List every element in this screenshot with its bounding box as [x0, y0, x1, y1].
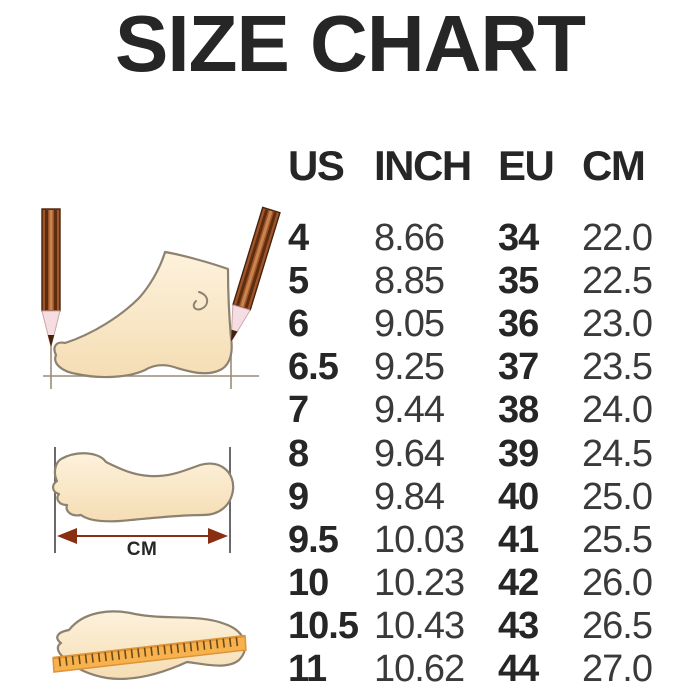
- cell-us: 11: [288, 648, 327, 691]
- cell-cm: 24.0: [582, 389, 653, 432]
- cell-inch: 9.64: [374, 432, 445, 475]
- cell-us: 5: [288, 259, 309, 302]
- cell-inch: 9.84: [374, 475, 445, 518]
- footprint-length-illustration: CM: [52, 447, 235, 560]
- cell-cm: 25.0: [582, 475, 653, 518]
- cell-eu: 39: [498, 432, 539, 475]
- table-row: 9.5 10.03 41 25.5: [282, 518, 676, 561]
- cell-eu: 42: [498, 562, 539, 605]
- table-row: 6.5 9.25 37 23.5: [282, 346, 676, 389]
- header-cm: CM: [582, 142, 646, 189]
- cell-us: 8: [288, 432, 309, 475]
- cell-cm: 25.5: [582, 518, 653, 561]
- cell-cm: 22.0: [582, 216, 653, 259]
- table-row: 4 8.66 34 22.0: [282, 216, 676, 259]
- foot-measure-illustration: [41, 206, 281, 389]
- table-row: 9 9.84 40 25.0: [282, 475, 676, 518]
- cell-cm: 27.0: [582, 648, 653, 691]
- table-row: 5 8.85 35 22.5: [282, 259, 676, 302]
- table-row: 7 9.44 38 24.0: [282, 389, 676, 432]
- arrowhead-right-icon: [208, 528, 228, 544]
- cell-eu: 41: [498, 518, 539, 561]
- cell-eu: 44: [498, 648, 539, 691]
- cell-inch: 10.43: [374, 605, 465, 648]
- cell-inch: 8.66: [374, 216, 445, 259]
- cell-cm: 24.5: [582, 432, 653, 475]
- cell-inch: 8.85: [374, 259, 445, 302]
- cell-us: 10: [288, 562, 329, 605]
- cell-us: 6.5: [288, 346, 339, 389]
- cm-unit-label: CM: [127, 539, 158, 560]
- cell-us: 6: [288, 302, 309, 345]
- header-us: US: [288, 142, 345, 189]
- cell-inch: 10.62: [374, 648, 465, 691]
- cell-inch: 9.25: [374, 346, 445, 389]
- cell-cm: 26.5: [582, 605, 653, 648]
- cell-eu: 38: [498, 389, 539, 432]
- pencil-right-icon: [221, 206, 281, 346]
- ankle-mark: [192, 291, 209, 311]
- arrowhead-left-icon: [57, 528, 77, 544]
- cell-inch: 9.44: [374, 389, 445, 432]
- cell-us: 9.5: [288, 518, 339, 561]
- header-eu: EU: [498, 142, 555, 189]
- cell-cm: 23.0: [582, 302, 653, 345]
- cell-inch: 10.03: [374, 518, 465, 561]
- table-row: 11 10.62 44 27.0: [282, 648, 676, 691]
- table-row: 8 9.64 39 24.5: [282, 432, 676, 475]
- cell-eu: 43: [498, 605, 539, 648]
- cell-us: 10.5: [288, 605, 359, 648]
- header-inch: INCH: [374, 142, 472, 189]
- cell-inch: 9.05: [374, 302, 445, 345]
- cell-inch: 10.23: [374, 562, 465, 605]
- cell-eu: 35: [498, 259, 539, 302]
- size-table-header: US INCH EU CM: [282, 143, 676, 189]
- footprint-ruler-illustration: [52, 610, 247, 680]
- pencil-left-icon: [41, 208, 61, 348]
- cell-eu: 34: [498, 216, 539, 259]
- ruler-edge: [52, 634, 246, 660]
- cell-us: 7: [288, 389, 309, 432]
- table-row: 10 10.23 42 26.0: [282, 562, 676, 605]
- cell-cm: 23.5: [582, 346, 653, 389]
- cell-us: 4: [288, 216, 309, 259]
- table-row: 6 9.05 36 23.0: [282, 302, 676, 345]
- size-rows: 4 8.66 34 22.0 5 8.85 35 22.5 6 9.05 36 23.0 6.5 9.25…: [282, 216, 676, 691]
- cell-eu: 37: [498, 346, 539, 389]
- cell-cm: 26.0: [582, 562, 653, 605]
- foot-side-shape: [53, 250, 233, 379]
- cell-cm: 22.5: [582, 259, 653, 302]
- size-table: US INCH EU CM 4 8.66 34 22.0 5 8.85 35 22.5 6 9.0…: [282, 143, 676, 691]
- footprint-shape: [52, 452, 235, 523]
- page-title: SIZE CHART: [115, 0, 586, 88]
- table-row: 10.5 10.43 43 26.5: [282, 605, 676, 648]
- cell-eu: 36: [498, 302, 539, 345]
- cell-us: 9: [288, 475, 309, 518]
- cell-eu: 40: [498, 475, 539, 518]
